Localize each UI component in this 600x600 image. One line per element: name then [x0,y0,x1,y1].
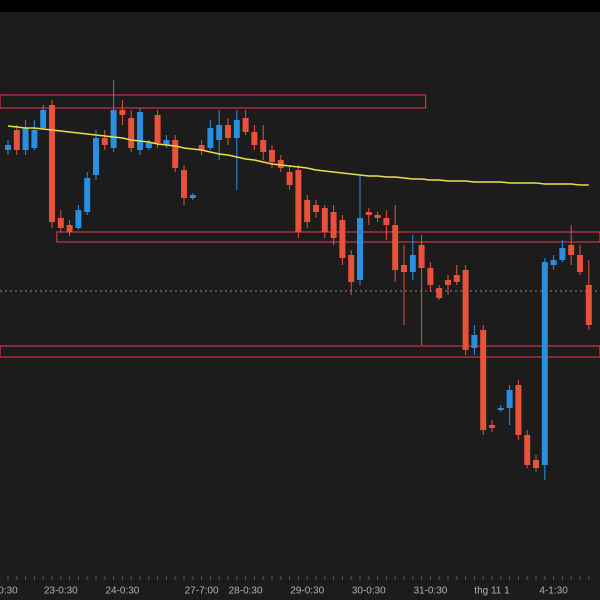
x-tick-label: thg 11 1 [474,586,510,597]
candle-body [524,435,531,465]
candle-body [277,160,284,168]
zone [0,345,600,358]
candle-body [436,288,443,298]
candle-body [427,268,434,285]
zone [0,94,427,109]
candle-body [330,212,337,238]
candle-body [497,408,504,410]
candle-body [515,385,522,435]
candle-body [101,138,108,145]
candle-body [260,140,267,152]
candle-body [506,390,513,408]
candle-body [304,200,311,222]
candle-body [541,262,548,465]
candle-body [31,130,38,148]
candle-body [409,255,416,272]
candle-body [269,150,275,162]
candle-body [357,218,363,280]
zone [56,231,600,243]
candle-body [225,125,231,138]
candle-body [84,178,91,212]
candle-body [453,275,460,282]
candle-body [577,255,583,272]
candle-body [66,225,73,232]
candle-body [286,172,293,185]
candle-body [5,145,11,150]
candle-body [365,212,372,215]
top-bar [0,0,600,12]
candle-body [172,140,179,168]
candle-body [383,218,390,225]
x-tick-label: 24-0:30 [105,586,139,597]
candle-body [321,208,328,232]
candle-body [242,118,249,132]
candle-body [181,170,187,198]
x-tick-label: 29-0:30 [290,586,324,597]
x-tick-label: 28-0:30 [229,586,263,597]
candle-body [154,115,161,143]
candle-body [216,125,223,140]
candle-body [251,132,258,145]
candle-body [295,170,302,232]
candle-body [313,205,319,212]
candle-body [392,225,399,270]
candle-body [445,280,451,285]
x-tick-label: 0:30 [0,586,18,597]
candle-body [189,195,196,198]
candle-body [550,260,557,265]
candle-body [489,425,495,428]
candle-body [585,285,592,325]
candle-body [163,140,170,145]
candle-body [119,110,126,115]
candle-body [339,220,346,258]
candle-body [93,138,99,175]
candle-body [57,218,64,228]
candle-body [348,255,355,282]
candle-body [233,120,240,138]
candle-body [480,330,487,430]
candle-body [40,110,47,128]
candle-body [533,460,539,468]
x-tick-label: 31-0:30 [413,586,447,597]
candle-body [137,112,143,150]
candle-body [401,265,407,272]
x-tick-label: 23-0:30 [44,586,78,597]
candle-body [207,128,214,148]
candle-body [110,110,117,148]
moving-average [7,125,589,186]
candle-body [22,128,29,150]
candle-body [13,130,20,150]
candle-body [128,118,135,148]
candle-body [568,245,575,255]
candle-body [374,215,381,218]
candle-body [471,335,478,348]
candle-body [418,245,425,268]
candle-body [145,143,152,148]
x-tick-label: 30-0:30 [352,586,386,597]
candle-body [75,210,82,228]
candle-body [559,248,566,260]
candle-body [462,270,469,350]
candle-body [198,145,205,150]
x-tick-label: 27-7:00 [185,586,219,597]
candle-body [49,105,55,222]
x-tick-label: 4-1:30 [539,586,568,597]
